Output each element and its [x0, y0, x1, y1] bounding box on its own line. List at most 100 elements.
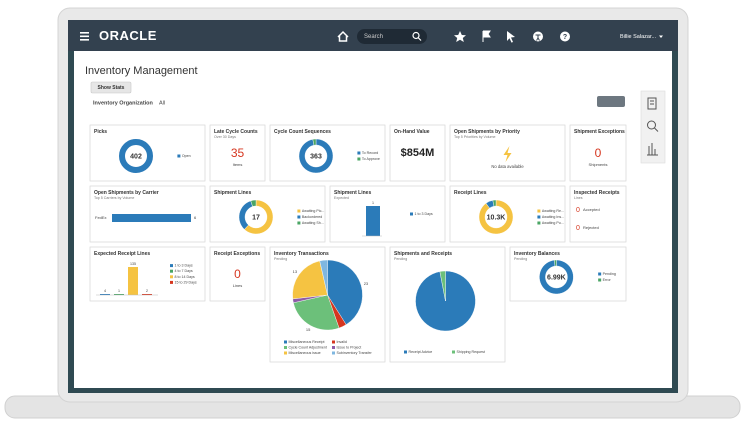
pie-slice: [293, 294, 340, 331]
favorites-icon[interactable]: [454, 31, 466, 42]
search-box[interactable]: [357, 29, 427, 44]
legend-label: Issue to Project: [337, 345, 362, 349]
legend-swatch: [537, 209, 541, 213]
user-name[interactable]: Billie Salazar...: [620, 34, 657, 40]
pair-label: Accepted: [583, 207, 600, 212]
legend-swatch: [297, 209, 301, 213]
legend-label: Open: [182, 154, 191, 158]
tile-title: Open Shipments by Carrier: [94, 190, 159, 196]
tile-title: Expected Receipt Lines: [94, 251, 150, 257]
tile: [209, 246, 266, 302]
menu-icon[interactable]: [80, 32, 89, 41]
legend-label: Awaiting Pic...: [302, 209, 325, 213]
bar: [112, 214, 191, 222]
cursor-icon[interactable]: [507, 31, 515, 43]
metric-value: 0: [595, 146, 602, 160]
donut-segment: [554, 259, 557, 267]
legend-label: Awaiting Re...: [542, 209, 564, 213]
legend-swatch: [332, 346, 335, 349]
org-value: All: [159, 100, 165, 106]
legend-label: Awaiting Ins...: [542, 215, 564, 219]
tile-title: Open Shipments by Priority: [454, 129, 520, 135]
donut-segment: [478, 199, 514, 235]
legend-label: Miscellaneous issue: [289, 351, 321, 355]
legend-swatch: [170, 264, 173, 268]
donut-segment: [119, 139, 153, 173]
no-data-text: No data available: [491, 164, 524, 169]
legend-swatch: [332, 351, 335, 355]
svg-text:?: ?: [563, 34, 567, 41]
tile-subtitle: Pending: [514, 257, 527, 261]
value-label: 135: [130, 262, 136, 266]
show-stats-button[interactable]: [90, 81, 132, 94]
legend-swatch: [357, 151, 361, 155]
legend-swatch: [170, 280, 173, 284]
side-icons[interactable]: [647, 97, 659, 156]
legend-swatch: [537, 221, 541, 225]
legend-label: Pending: [603, 272, 616, 276]
legend-label: 15 to 29 Days: [175, 280, 197, 284]
tile: [569, 185, 627, 243]
legend-swatch: [284, 340, 287, 344]
tile-title: Late Cycle Counts: [214, 129, 258, 135]
tile-title: Shipment Lines: [334, 190, 371, 196]
tile: [209, 124, 266, 182]
legend-swatch: [410, 212, 413, 216]
tile: [89, 246, 206, 302]
donut-center: 10.3K: [487, 214, 506, 221]
tile-subtitle: Pending: [394, 257, 407, 261]
value-label: 6: [194, 215, 197, 220]
donut-center: 363: [310, 153, 322, 160]
pie-slice: [439, 270, 446, 302]
slice-label: 13: [293, 269, 298, 274]
tile-title: Shipment Lines: [214, 190, 251, 196]
user-caret[interactable]: [659, 35, 663, 39]
no-data-icon: [503, 146, 512, 162]
metric-unit: Shipments: [589, 162, 608, 167]
donut-segment: [312, 138, 317, 146]
accessibility-icon[interactable]: [533, 31, 543, 42]
side-panel: [640, 90, 666, 164]
tile-title: Shipment Exceptions: [574, 129, 625, 135]
legend-label: Error: [603, 278, 612, 282]
tile: [569, 124, 627, 182]
legend-swatch: [598, 278, 602, 282]
legend-label: Receipt Advice: [409, 350, 433, 354]
bar: [114, 294, 124, 295]
org-label: Inventory Organization: [93, 100, 154, 106]
legend-label: To Approve: [362, 157, 380, 161]
legend-label: Miscellaneous Receipt: [289, 340, 325, 344]
tile-subtitle: Top 5 Carriers by Volume: [94, 196, 134, 200]
donut-segment: [539, 259, 574, 295]
tile-title: Shipments and Receipts: [394, 251, 452, 257]
page-title: Inventory Management: [85, 65, 198, 77]
legend-swatch: [452, 350, 455, 354]
legend-label: Awaiting Pu...: [542, 221, 564, 225]
category-label: FedEx: [95, 215, 107, 220]
value-label: 1: [372, 201, 374, 205]
donut-segment: [250, 199, 257, 207]
help-icon[interactable]: ?: [560, 31, 570, 42]
legend-swatch: [297, 215, 301, 219]
tile-title: Inventory Transactions: [274, 251, 329, 257]
value-label: 2: [146, 289, 148, 293]
flag-icon[interactable]: [482, 30, 491, 42]
home-icon[interactable]: [337, 30, 349, 42]
tile-title: Receipt Exceptions: [214, 251, 260, 257]
value-label: 4: [104, 289, 106, 293]
tile: [329, 185, 446, 243]
metric-value: 35: [231, 146, 245, 160]
view-toggle[interactable]: [597, 96, 625, 107]
search-icon[interactable]: [412, 31, 422, 41]
tile-title: Receipt Lines: [454, 190, 487, 196]
legend-swatch: [284, 351, 287, 355]
bar: [142, 294, 152, 295]
legend-label: Invalid: [337, 340, 347, 344]
pie-slice: [327, 259, 363, 325]
metric-unit: Items: [233, 162, 243, 167]
legend-label: 1 to 3 Days: [175, 264, 193, 268]
legend-swatch: [357, 157, 361, 161]
pie-slice: [319, 259, 328, 296]
legend-swatch: [537, 215, 541, 219]
